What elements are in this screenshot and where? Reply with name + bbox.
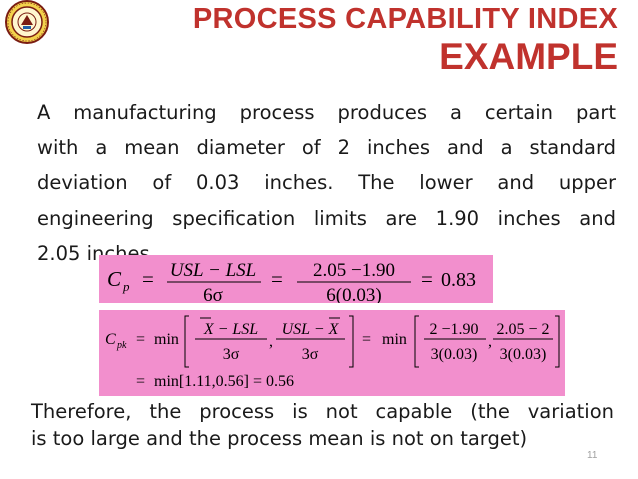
cpk-term2-denominator: 3σ [302,346,319,363]
cp-formula-denominator: 6σ [203,285,223,303]
left-bracket [184,315,189,368]
right-bracket [349,315,354,368]
comma: , [488,333,492,350]
paragraph-line: deviation of 0.03 inches. The lower and … [37,171,616,195]
paragraph-line: A manufacturing process produces a certa… [37,101,616,124]
equals-sign: = [136,373,145,390]
problem-statement: A manufacturing process produces a certa… [37,95,616,271]
conclusion-line: is too large and the process mean is not… [31,427,528,450]
comma: , [269,333,273,350]
paragraph-line: engineering specification limits are 1.9… [37,206,616,230]
equals-sign: = [142,267,154,291]
page-number: 11 [587,450,598,461]
cpk-subscript: pk [116,340,127,351]
cp-equation-box: C p = USL − LSL 6σ = 2.05 −1.90 6(0.03) … [99,255,493,303]
cp-symbol: C [107,267,122,291]
cp-result: 0.83 [441,269,476,291]
university-seal-logo [1,0,53,44]
equals-sign: = [271,267,283,291]
equals-sign: = [362,331,371,348]
cpk-symbol: C [105,331,116,348]
cpk-equation-box: C pk = min X − LSL 3σ , USL − X 3σ = min… [99,310,565,396]
equals-sign: = [421,267,433,291]
paragraph-line: with a mean diameter of 2 inches and a s… [37,136,616,160]
cpk-value1-numerator: 2 −1.90 [429,321,478,338]
left-bracket [414,315,419,368]
conclusion-line: Therefore, the process is not capable (t… [31,400,614,423]
cp-subscript: p [122,279,130,294]
cp-formula-numerator: USL − LSL [170,260,256,281]
conclusion-text: Therefore, the process is not capable (t… [31,398,614,452]
cp-value-denominator: 6(0.03) [326,285,381,303]
right-bracket [555,315,560,368]
cpk-term1-denominator: 3σ [223,346,240,363]
cpk-term2-numerator: USL − X [282,321,340,338]
equals-sign: = [136,331,145,348]
cpk-result-line: min[1.11,0.56] = 0.56 [154,373,294,390]
cpk-value1-denominator: 3(0.03) [431,346,478,363]
cpk-value2-numerator: 2.05 − 2 [496,321,549,338]
page-title: PROCESS CAPABILITY INDEX [192,3,618,35]
cpk-term1-numerator: X − LSL [203,321,258,338]
cp-value-numerator: 2.05 −1.90 [313,260,395,281]
min-function: min [382,331,407,348]
min-function: min [154,331,179,348]
page-subtitle: EXAMPLE [439,36,618,77]
cpk-value2-denominator: 3(0.03) [500,346,547,363]
